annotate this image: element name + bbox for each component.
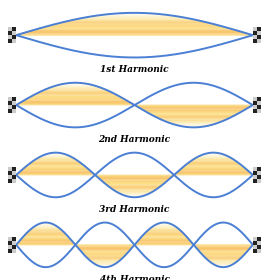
Bar	[8, 167, 12, 171]
Bar	[12, 241, 16, 245]
Bar	[257, 237, 261, 241]
Bar	[8, 249, 12, 253]
Bar	[257, 249, 261, 253]
Bar	[253, 237, 257, 241]
Bar	[253, 249, 257, 253]
Bar	[12, 249, 16, 253]
Bar	[8, 97, 12, 101]
Bar	[12, 31, 16, 35]
Bar	[12, 171, 16, 175]
Bar	[253, 39, 257, 43]
Bar	[12, 109, 16, 113]
Bar	[253, 179, 257, 183]
Bar	[12, 27, 16, 31]
Bar	[253, 175, 257, 179]
Bar	[8, 101, 12, 105]
Bar	[12, 35, 16, 39]
Text: 4th Harmonic: 4th Harmonic	[100, 275, 169, 280]
Bar	[12, 101, 16, 105]
Bar	[257, 35, 261, 39]
Bar	[12, 179, 16, 183]
Bar	[8, 175, 12, 179]
Bar	[253, 171, 257, 175]
Bar	[12, 39, 16, 43]
Bar	[257, 241, 261, 245]
Bar	[253, 35, 257, 39]
Bar	[257, 105, 261, 109]
Text: 3rd Harmonic: 3rd Harmonic	[99, 205, 170, 214]
Bar	[8, 105, 12, 109]
Bar	[8, 39, 12, 43]
Text: 2nd Harmonic: 2nd Harmonic	[98, 135, 171, 144]
Bar	[12, 97, 16, 101]
Bar	[257, 171, 261, 175]
Text: 1st Harmonic: 1st Harmonic	[100, 65, 169, 74]
Bar	[257, 39, 261, 43]
Bar	[253, 109, 257, 113]
Bar	[8, 27, 12, 31]
Bar	[8, 171, 12, 175]
Bar	[8, 31, 12, 35]
Bar	[257, 109, 261, 113]
Bar	[253, 105, 257, 109]
Bar	[257, 27, 261, 31]
Bar	[257, 101, 261, 105]
Bar	[257, 179, 261, 183]
Bar	[12, 105, 16, 109]
Bar	[257, 97, 261, 101]
Bar	[257, 31, 261, 35]
Bar	[8, 237, 12, 241]
Bar	[253, 97, 257, 101]
Bar	[253, 167, 257, 171]
Bar	[253, 241, 257, 245]
Bar	[8, 35, 12, 39]
Bar	[257, 245, 261, 249]
Bar	[8, 241, 12, 245]
Bar	[12, 167, 16, 171]
Bar	[8, 245, 12, 249]
Bar	[8, 179, 12, 183]
Bar	[257, 175, 261, 179]
Bar	[12, 245, 16, 249]
Bar	[257, 167, 261, 171]
Bar	[8, 109, 12, 113]
Bar	[253, 101, 257, 105]
Bar	[253, 245, 257, 249]
Bar	[253, 31, 257, 35]
Bar	[253, 27, 257, 31]
Bar	[12, 237, 16, 241]
Bar	[12, 175, 16, 179]
